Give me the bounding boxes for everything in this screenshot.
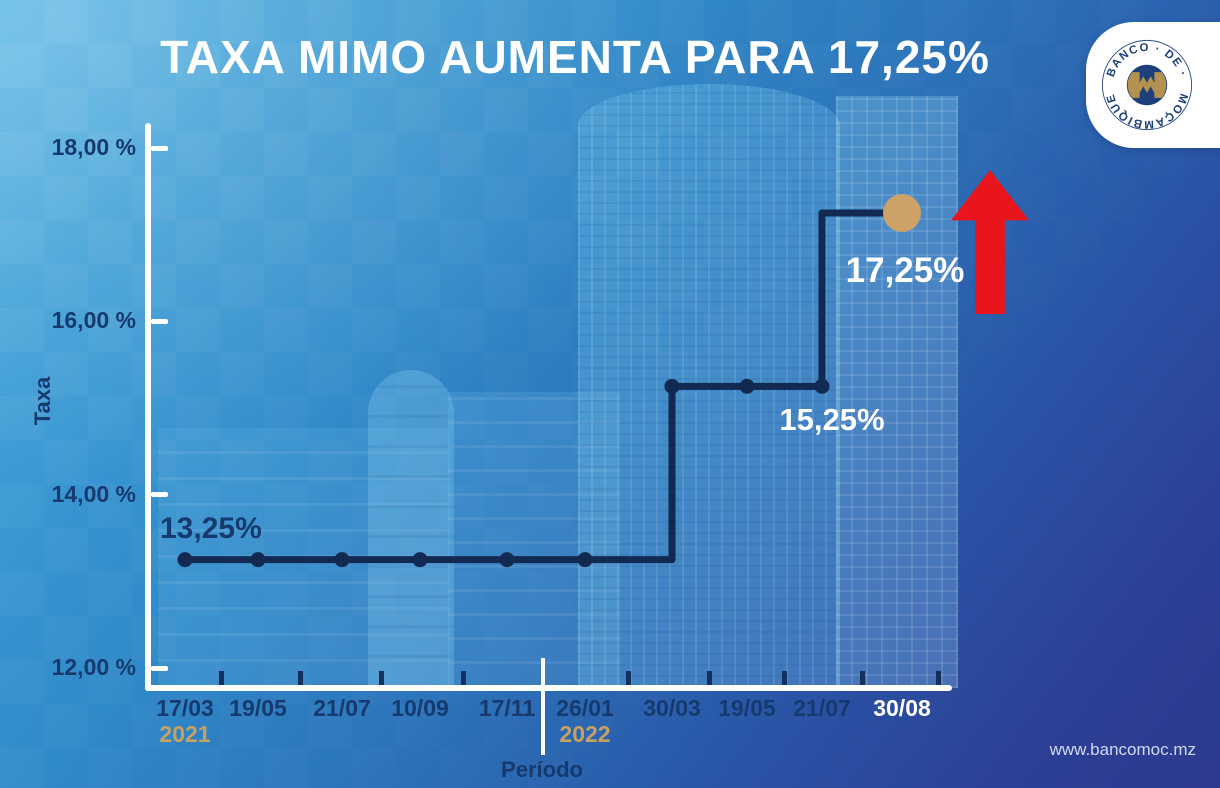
y-axis-line bbox=[145, 123, 151, 691]
data-point bbox=[177, 552, 193, 568]
y-tick-mark bbox=[151, 145, 168, 151]
y-tick-mark bbox=[151, 318, 168, 324]
background-building-left-mid bbox=[448, 392, 620, 688]
x-tick-mark bbox=[378, 671, 384, 685]
data-point bbox=[412, 552, 428, 568]
value-annotation: 17,25% bbox=[845, 251, 965, 290]
x-tick-label: 30/08 bbox=[873, 695, 931, 721]
x-tick-mark bbox=[707, 671, 712, 685]
bank-seal-icon: BANCO · DE · MOÇAMBIQUE bbox=[1101, 39, 1193, 131]
background-building-right bbox=[836, 96, 958, 688]
x-tick-mark bbox=[297, 671, 303, 685]
x-tick-mark bbox=[626, 671, 631, 685]
x-tick-label: 19/05 bbox=[229, 695, 287, 721]
website-url: www.bancomoc.mz bbox=[1049, 740, 1196, 759]
x-tick-label: 17/03 bbox=[156, 695, 214, 721]
x-tick-label: 19/05 bbox=[718, 695, 776, 721]
year-label: 2021 bbox=[159, 721, 211, 747]
x-tick-label: 30/03 bbox=[643, 695, 701, 721]
highlight-data-point bbox=[883, 194, 921, 232]
page-title: TAXA MIMO AUMENTA PARA 17,25% bbox=[160, 31, 990, 83]
y-tick-mark bbox=[151, 492, 168, 498]
y-tick-label: 14,00 % bbox=[51, 480, 136, 507]
y-tick-mark bbox=[151, 665, 168, 671]
step-line bbox=[185, 209, 902, 564]
year-divider-line bbox=[541, 658, 545, 755]
background-building-turret bbox=[368, 370, 454, 688]
y-tick-label: 18,00 % bbox=[51, 134, 136, 160]
data-point bbox=[250, 552, 266, 568]
value-annotation: 13,25% bbox=[160, 511, 262, 545]
data-point bbox=[664, 378, 680, 394]
x-axis-title: Período bbox=[501, 757, 583, 782]
data-point bbox=[577, 552, 593, 568]
y-tick-label: 16,00 % bbox=[51, 307, 136, 334]
x-tick-mark bbox=[219, 671, 224, 685]
x-axis-line bbox=[145, 685, 952, 691]
y-tick-label: 12,00 % bbox=[51, 654, 136, 680]
x-tick-label: 17/11 bbox=[478, 695, 536, 721]
x-tick-label: 21/07 bbox=[793, 695, 851, 721]
data-point bbox=[499, 552, 515, 568]
x-tick-mark bbox=[936, 671, 941, 685]
data-point bbox=[334, 552, 350, 568]
data-point bbox=[814, 378, 830, 394]
x-tick-mark bbox=[461, 671, 466, 685]
x-tick-label: 26/01 bbox=[556, 695, 614, 721]
x-tick-mark bbox=[859, 671, 865, 685]
x-tick-label: 10/09 bbox=[391, 695, 449, 721]
year-label: 2022 bbox=[559, 721, 611, 747]
data-point bbox=[739, 378, 755, 394]
value-annotation: 15,25% bbox=[779, 402, 885, 438]
x-tick-mark bbox=[782, 671, 787, 685]
x-tick-label: 21/07 bbox=[313, 695, 371, 721]
bank-logo: BANCO · DE · MOÇAMBIQUE bbox=[1086, 22, 1220, 148]
